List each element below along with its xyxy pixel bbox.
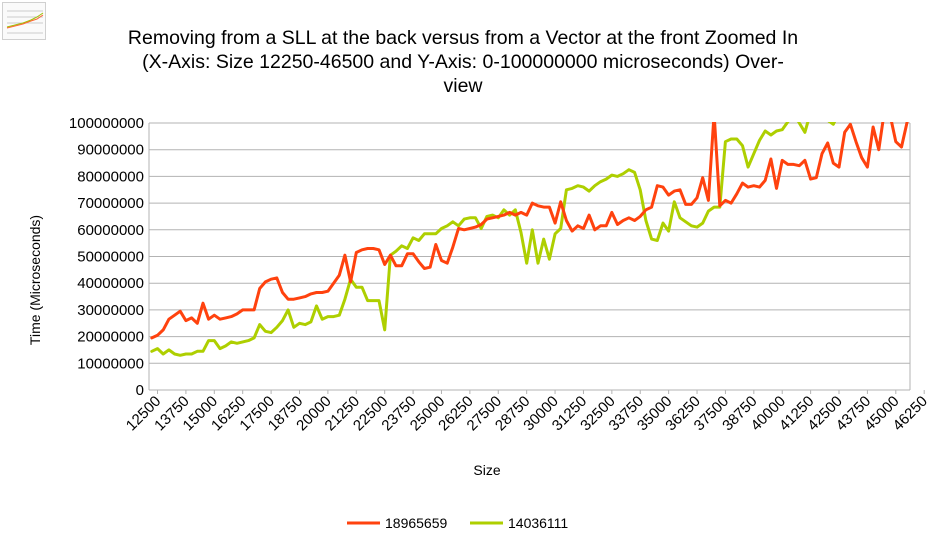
legend-label: 18965659 — [385, 515, 448, 531]
y-tick-label: 0 — [136, 382, 144, 399]
gridlines — [149, 122, 910, 391]
y-tick-label: 60000000 — [77, 222, 144, 239]
chart-title-line-1: Removing from a SLL at the back versus f… — [128, 27, 798, 49]
y-tick-label: 100000000 — [69, 115, 144, 132]
x-axis-ticks: 1250013750150001625017500187502000021250… — [123, 390, 927, 434]
y-axis-ticks: 0 10000000 20000000 30000000 40000000 5000000… — [69, 115, 144, 399]
chart-thumbnail-icon — [2, 2, 46, 40]
series-lines — [150, 122, 909, 357]
chart-title-line-3: view — [443, 75, 483, 97]
legend-label: 14036111 — [508, 515, 568, 531]
chart-title: Removing from a SLL at the back versus f… — [128, 27, 798, 97]
y-axis-title: Time (Microseconds) — [27, 215, 43, 345]
series-line-18965659 — [150, 122, 909, 340]
x-axis-title: Size — [473, 462, 500, 478]
y-tick-label: 70000000 — [77, 195, 144, 212]
plot-frame — [148, 123, 911, 390]
y-tick-label: 30000000 — [77, 302, 144, 319]
y-tick-label: 80000000 — [77, 168, 144, 185]
y-tick-label: 10000000 — [77, 355, 144, 372]
y-tick-label: 90000000 — [77, 142, 144, 159]
y-tick-label: 50000000 — [77, 249, 144, 266]
y-tick-label: 20000000 — [77, 329, 144, 346]
chart-title-line-2: (X-Axis: Size 12250-46500 and Y-Axis: 0-… — [142, 51, 784, 73]
legend: 18965659 14036111 — [347, 515, 568, 531]
y-tick-label: 40000000 — [77, 275, 144, 292]
series-line-14036111 — [150, 122, 837, 357]
